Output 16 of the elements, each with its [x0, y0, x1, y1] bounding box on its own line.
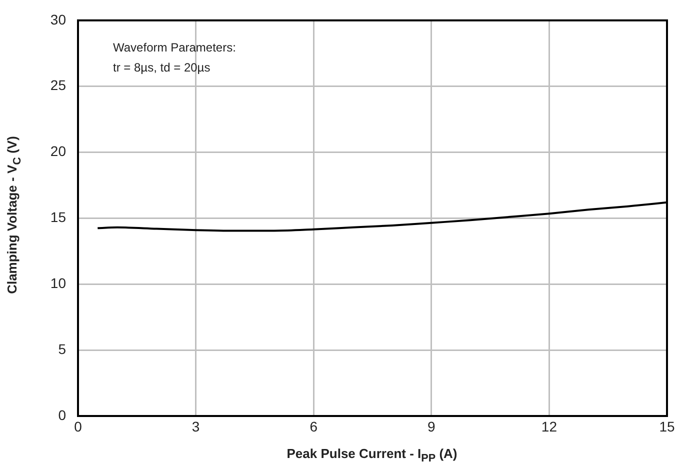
x-tick-label: 0 — [74, 418, 82, 434]
x-tick-label: 12 — [541, 418, 558, 434]
x-axis-title: Peak Pulse Current - I$_{PP}$ (A) — [286, 446, 458, 465]
x-tick-label: 15 — [659, 418, 675, 434]
x-tick-label: 3 — [192, 418, 200, 434]
x-tick-label: 9 — [428, 418, 436, 434]
y-tick-label: 15 — [50, 209, 66, 226]
y-tick-label: 0 — [58, 406, 66, 423]
annotation: Waveform Parameters: — [113, 40, 236, 55]
y-tick-label: 25 — [50, 77, 66, 94]
annotation: tr = 8µs, td = 20µs — [113, 60, 210, 75]
y-tick-label: 10 — [50, 274, 66, 291]
y-tick-label: 20 — [50, 143, 66, 160]
y-tick-label: 30 — [50, 11, 66, 28]
x-tick-label: 6 — [310, 418, 318, 434]
y-tick-label: 5 — [58, 340, 66, 357]
